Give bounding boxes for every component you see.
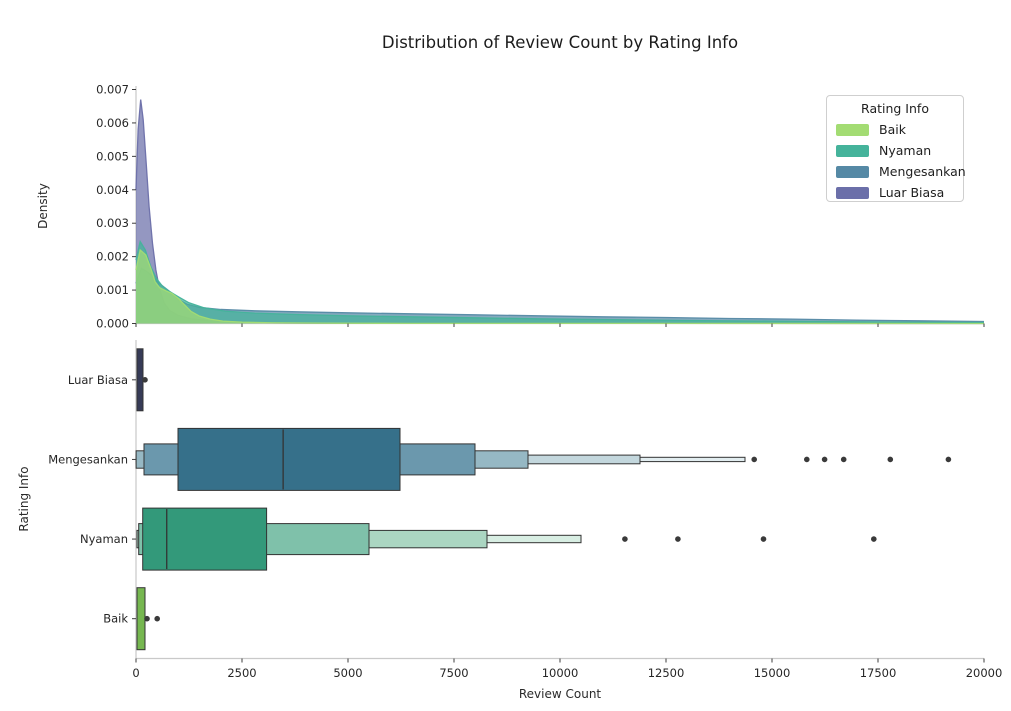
category-label-luar-biasa: Luar Biasa <box>68 373 128 387</box>
density-y-tick-label: 0.003 <box>96 216 129 230</box>
legend-entry-nyaman: Nyaman <box>827 140 963 161</box>
legend-entry-baik: Baik <box>827 119 963 140</box>
density-line-nyaman <box>135 239 985 324</box>
density-y-tick-label: 0.000 <box>96 317 129 331</box>
legend-swatch-icon <box>836 186 869 199</box>
category-label-mengesankan: Mengesankan <box>48 452 128 466</box>
legend-entry-luar-biasa: Luar Biasa <box>827 182 963 203</box>
category-label-baik: Baik <box>103 612 128 626</box>
outlier-dot-nyaman <box>871 536 877 542</box>
boxen-box-luar-biasa <box>136 348 144 412</box>
legend-entry-label: Baik <box>879 122 906 137</box>
boxen-x-tick-label: 15000 <box>754 666 791 680</box>
chart-title: Distribution of Review Count by Rating I… <box>381 33 739 52</box>
boxen-box-mengesankan <box>177 427 401 491</box>
density-y-tick-label: 0.002 <box>96 250 129 264</box>
legend-entry-label: Nyaman <box>879 143 932 158</box>
boxen-x-tick-label: 2500 <box>227 666 256 680</box>
legend: Rating Info Baik Nyaman Mengesankan Luar Bi… <box>826 95 966 203</box>
outlier-dot-mengesankan <box>821 456 828 463</box>
boxen-x-tick-label: 5000 <box>333 666 362 680</box>
outlier-dot-nyaman <box>675 536 681 542</box>
legend-entry-label: Mengesankan <box>879 164 966 179</box>
density-y-tick-label: 0.006 <box>96 116 129 130</box>
outlier-dot-mengesankan <box>804 456 810 463</box>
outlier-dot-nyaman <box>760 536 767 542</box>
boxen-x-tick-label: 12500 <box>648 666 685 680</box>
boxen-x-tick-label: 17500 <box>860 666 897 680</box>
boxen-box-nyaman <box>142 507 268 571</box>
review-count-axis-label: Review Count <box>518 687 602 701</box>
outlier-dot-mengesankan <box>840 456 847 463</box>
boxen-x-tick-label: 7500 <box>439 666 468 680</box>
density-y-tick-label: 0.007 <box>96 83 129 97</box>
density-y-tick-label: 0.004 <box>96 183 129 197</box>
legend-entry-label: Luar Biasa <box>879 185 945 200</box>
outlier-dot-mengesankan <box>887 456 894 463</box>
rating-info-axis-label: Rating Info <box>17 466 31 532</box>
boxen-box-baik <box>136 587 146 651</box>
outlier-dot-nyaman <box>622 536 628 542</box>
legend-entries: Baik Nyaman Mengesankan Luar Biasa <box>827 119 966 203</box>
category-label-nyaman: Nyaman <box>80 532 128 546</box>
density-axis-label: Density <box>36 183 50 229</box>
outlier-dot-baik <box>154 615 160 622</box>
outlier-dot-luar-biasa <box>142 377 148 383</box>
legend-title: Rating Info <box>861 101 929 116</box>
legend-entry-mengesankan: Mengesankan <box>827 161 966 182</box>
density-area-nyaman <box>136 241 984 324</box>
boxen-x-tick-label: 20000 <box>966 666 1003 680</box>
legend-swatch-icon <box>836 123 869 136</box>
boxen-x-tick-label: 10000 <box>542 666 579 680</box>
density-y-tick-label: 0.001 <box>96 283 129 297</box>
boxen-x-tick-label: 0 <box>132 666 139 680</box>
outlier-dot-mengesankan <box>751 456 757 463</box>
legend-swatch-icon <box>836 165 869 178</box>
outlier-dot-mengesankan <box>945 456 952 463</box>
density-line-baik <box>135 248 985 325</box>
outlier-dot-baik <box>144 615 150 622</box>
legend-swatch-icon <box>836 144 869 157</box>
density-y-tick-label: 0.005 <box>96 149 129 163</box>
